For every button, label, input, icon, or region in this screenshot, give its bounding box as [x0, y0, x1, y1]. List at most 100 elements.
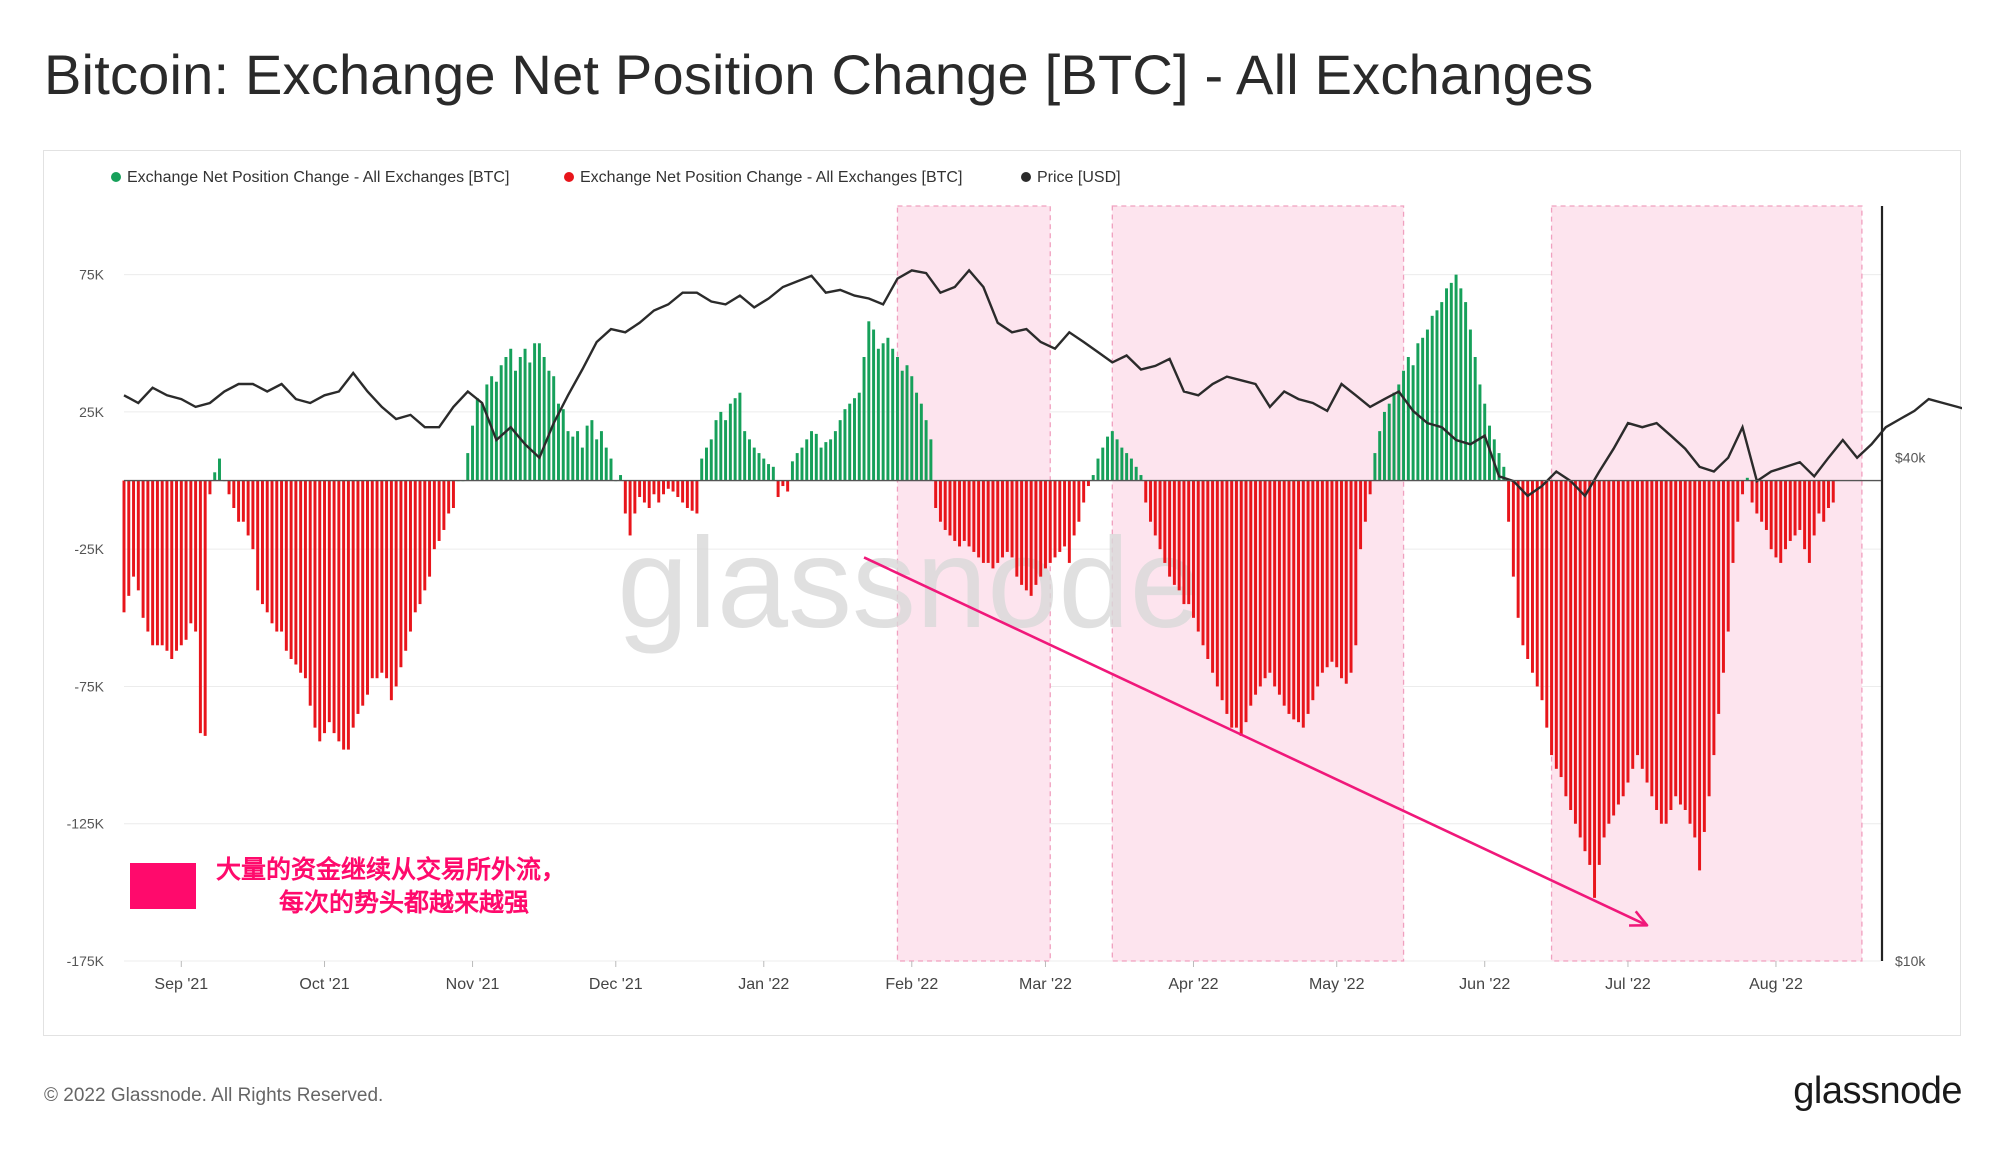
bar-positive — [1129, 458, 1133, 481]
bar-negative — [652, 480, 656, 495]
annotation-line-2: 每次的势头都越来越强 — [279, 888, 529, 917]
bar-positive — [872, 329, 876, 481]
bar-negative — [1631, 480, 1635, 769]
bar-positive — [1387, 403, 1391, 481]
bar-negative — [967, 480, 971, 547]
bar-negative — [1211, 480, 1215, 673]
bar-negative — [241, 480, 245, 522]
bar-positive — [838, 420, 842, 481]
bar-negative — [1688, 480, 1692, 824]
bar-negative — [1354, 480, 1358, 646]
bar-positive — [728, 403, 732, 481]
bar-negative — [246, 480, 250, 536]
bar-negative — [1282, 480, 1286, 706]
bar-negative — [1063, 480, 1067, 547]
legend-marker — [1021, 172, 1031, 182]
bar-negative — [404, 480, 408, 651]
bar-negative — [1817, 480, 1821, 514]
bar-negative — [1024, 480, 1028, 591]
bar-negative — [165, 480, 169, 651]
bar-positive — [919, 403, 923, 481]
bar-negative — [1316, 480, 1320, 687]
bar-negative — [346, 480, 350, 750]
bar-positive — [1488, 425, 1491, 481]
bar-negative — [996, 480, 1000, 563]
bar-positive — [1096, 458, 1100, 481]
bar-negative — [1540, 480, 1544, 701]
trend-arrow-line — [863, 556, 1648, 927]
bar-negative — [318, 480, 322, 742]
bar-negative — [289, 480, 293, 659]
bar-negative — [1301, 480, 1305, 728]
bar-positive — [1454, 274, 1458, 481]
bar-negative — [408, 480, 412, 632]
bar-positive — [1483, 403, 1487, 481]
bar-negative — [1822, 480, 1826, 522]
bar-positive — [767, 464, 771, 481]
bar-negative — [1655, 480, 1659, 810]
bar-negative — [977, 480, 981, 558]
bar-positive — [485, 384, 489, 481]
bar-negative — [1244, 480, 1248, 723]
bar-negative — [628, 480, 632, 536]
bar-negative — [1220, 480, 1224, 701]
bar-negative — [934, 480, 938, 508]
bar-negative — [1779, 480, 1783, 563]
bar-negative — [1325, 480, 1329, 668]
bar-positive — [862, 357, 866, 481]
bar-positive — [1139, 475, 1143, 481]
net-position-bars — [122, 274, 1835, 898]
bar-negative — [151, 480, 155, 646]
watermark: glassnode — [617, 512, 1201, 655]
bar-positive — [552, 376, 556, 481]
bar-positive — [571, 436, 575, 481]
bar-negative — [1340, 480, 1343, 679]
y-tick-label: 25K — [79, 404, 105, 420]
bar-positive — [762, 458, 766, 481]
bar-positive — [833, 431, 837, 481]
bar-negative — [1196, 480, 1200, 632]
bar-negative — [1588, 480, 1592, 865]
bar-negative — [690, 480, 694, 511]
bar-negative — [418, 480, 422, 605]
bar-negative — [1201, 480, 1205, 646]
bar-negative — [1741, 480, 1745, 495]
bar-positive — [743, 431, 747, 481]
bar-negative — [227, 480, 231, 495]
bar-negative — [676, 480, 680, 498]
bar-negative — [1297, 480, 1300, 723]
bar-negative — [1554, 480, 1558, 769]
bar-negative — [1368, 480, 1372, 495]
bar-positive — [1445, 288, 1449, 481]
bar-negative — [781, 480, 785, 487]
bar-positive — [719, 411, 723, 481]
x-tick-label: May '22 — [1309, 976, 1365, 993]
bar-negative — [1550, 480, 1554, 756]
bar-positive — [876, 348, 880, 481]
bar-negative — [1363, 480, 1367, 522]
bar-negative — [1034, 480, 1038, 585]
bar-negative — [1306, 480, 1310, 714]
bar-positive — [733, 398, 737, 481]
bar-negative — [962, 480, 966, 541]
bar-negative — [332, 480, 336, 734]
bar-negative — [1086, 480, 1090, 487]
bar-negative — [981, 480, 985, 563]
bar-positive — [1406, 357, 1410, 481]
bar-positive — [700, 458, 704, 481]
bar-negative — [1215, 480, 1219, 687]
bar-negative — [1239, 480, 1243, 736]
bar-positive — [747, 439, 751, 481]
bar-negative — [136, 480, 140, 591]
bar-negative — [179, 480, 183, 646]
y-tick-label: -25K — [74, 541, 104, 557]
bar-negative — [127, 480, 131, 596]
bar-positive — [1397, 384, 1401, 481]
bar-negative — [1144, 480, 1148, 503]
bar-negative — [1731, 480, 1735, 563]
bar-negative — [1693, 480, 1697, 838]
bar-negative — [685, 480, 689, 508]
bar-positive — [1115, 439, 1119, 481]
bar-positive — [480, 403, 484, 481]
bar-positive — [1106, 436, 1110, 481]
